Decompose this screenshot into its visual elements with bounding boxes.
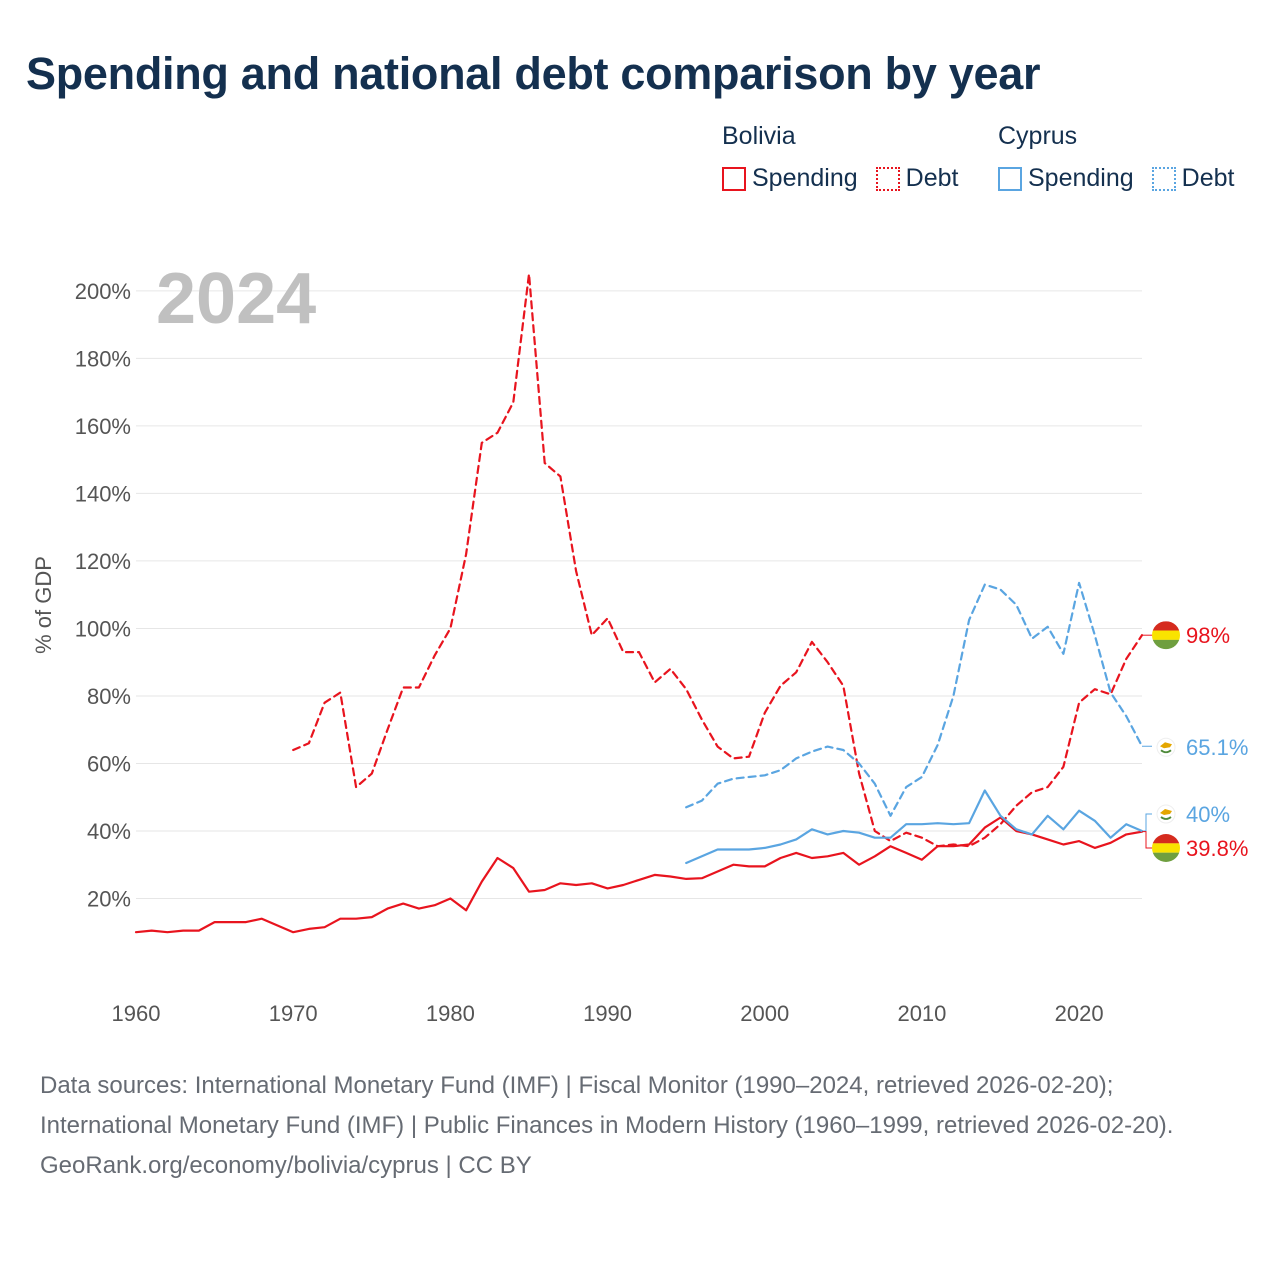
- x-tick-label: 2020: [1055, 1001, 1104, 1026]
- end-label-cyprus-spending: 40%: [1186, 802, 1230, 827]
- end-label-cyprus-debt: 65.1%: [1186, 735, 1248, 760]
- legend-bolivia-spending[interactable]: Spending: [722, 164, 858, 193]
- legend-bolivia-debt[interactable]: Debt: [875, 164, 959, 193]
- legend-swatch-cyprus-debt: [1151, 166, 1176, 191]
- x-tick-label: 1960: [112, 1001, 161, 1026]
- series-line-bolivia-spending: [134, 816, 1144, 934]
- y-tick-label: 160%: [75, 414, 131, 439]
- series-line-cyprus-spending: [685, 789, 1144, 865]
- legend-swatch-bolivia-debt: [875, 166, 900, 191]
- legend-label-bolivia-debt: Debt: [905, 164, 959, 192]
- chart-title: Spending and national debt comparison by…: [26, 48, 1041, 99]
- x-tick-label: 2000: [740, 1001, 789, 1026]
- legend-label-bolivia-spending: Spending: [752, 164, 858, 192]
- legend-swatch-cyprus-spending: [998, 166, 1022, 191]
- series-line-cyprus-debt: [685, 581, 1144, 817]
- leader-line-cyprus-spending: [1142, 813, 1152, 832]
- y-axis-label: % of GDP: [31, 556, 56, 654]
- y-tick-label: 100%: [75, 616, 131, 641]
- cyprus-flag-icon: [1156, 804, 1176, 824]
- y-tick-label: 40%: [87, 819, 131, 844]
- legend-cyprus-debt[interactable]: Debt: [1151, 164, 1235, 193]
- legend-country-cyprus: Cyprus: [998, 122, 1078, 150]
- y-tick-label: 60%: [87, 751, 131, 776]
- y-tick-label: 120%: [75, 549, 131, 574]
- data-sources: Data sources: International Monetary Fun…: [40, 1072, 1174, 1139]
- legend-country-bolivia: Bolivia: [722, 122, 796, 150]
- end-label-bolivia-spending: 39.8%: [1186, 836, 1248, 861]
- y-tick-label: 140%: [75, 481, 131, 506]
- bolivia-flag-icon: [1152, 621, 1180, 650]
- bolivia-flag-icon: [1152, 834, 1180, 862]
- legend-group-bolivia: Bolivia Spending Debt: [722, 122, 976, 193]
- y-tick-label: 180%: [75, 346, 131, 371]
- series-line-bolivia-debt: [292, 272, 1144, 848]
- line-chart: 20% 40% 60% 80% 100% 120% 140% 160% 180% 200% 1960…: [31, 259, 1248, 1026]
- legend-group-cyprus: Cyprus Spending Debt: [998, 122, 1252, 193]
- legend-cyprus-spending[interactable]: Spending: [998, 164, 1134, 193]
- footer: Data sources: International Monetary Fun…: [40, 1066, 1240, 1186]
- end-label-bolivia-debt: 98%: [1186, 623, 1230, 648]
- y-tick-label: 20%: [87, 886, 131, 911]
- y-tick-label: 80%: [87, 684, 131, 709]
- y-tick-label: 200%: [75, 279, 131, 304]
- legend-label-cyprus-spending: Spending: [1028, 164, 1134, 192]
- x-tick-label: 1980: [426, 1001, 475, 1026]
- credit-line: GeoRank.org/economy/bolivia/cyprus | CC …: [40, 1152, 532, 1179]
- legend-swatch-bolivia-spending: [722, 166, 746, 191]
- year-watermark: 2024: [156, 259, 316, 339]
- x-tick-label: 2010: [897, 1001, 946, 1026]
- x-tick-label: 1970: [269, 1001, 318, 1026]
- legend-label-cyprus-debt: Debt: [1181, 164, 1235, 192]
- leader-line-bolivia-spending: [1142, 831, 1152, 849]
- x-tick-label: 1990: [583, 1001, 632, 1026]
- cyprus-flag-icon: [1156, 737, 1176, 757]
